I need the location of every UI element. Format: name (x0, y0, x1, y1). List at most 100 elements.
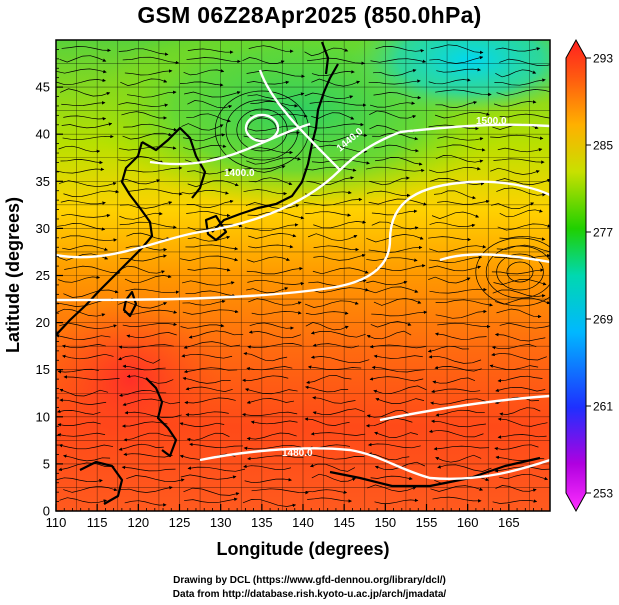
streamline (123, 123, 178, 132)
coastline-korea (141, 126, 207, 199)
streamline (429, 221, 476, 228)
grid-lines (56, 40, 550, 511)
streamline (305, 385, 349, 393)
streamlines (56, 44, 550, 508)
streamline (57, 421, 101, 427)
x-tick-label: 145 (333, 515, 355, 530)
streamline (63, 289, 119, 298)
streamline (179, 81, 224, 87)
streamline (373, 385, 427, 394)
streamline (373, 92, 422, 100)
streamline (242, 375, 289, 383)
colorbar-tick-label: 261 (593, 400, 613, 414)
low-circulation-ring (236, 108, 288, 152)
streamline (499, 473, 549, 481)
streamline (126, 475, 185, 482)
streamline (369, 110, 417, 119)
streamline (246, 70, 305, 78)
streamline (61, 101, 106, 107)
streamline (189, 442, 243, 448)
streamline (305, 322, 349, 331)
cold-region-northeast (350, 40, 550, 115)
contour-equatorial-line (199, 447, 550, 480)
streamline (375, 157, 423, 166)
streamline (499, 407, 541, 416)
streamline (187, 48, 234, 54)
streamline (121, 421, 168, 428)
streamline (428, 78, 471, 85)
streamline (313, 220, 367, 229)
streamline (374, 431, 418, 438)
streamline (304, 190, 352, 196)
streamline (369, 101, 416, 108)
streamline (122, 398, 181, 406)
streamline (246, 287, 289, 294)
streamline (187, 267, 231, 272)
streamline (186, 113, 231, 123)
streamline (181, 353, 233, 359)
x-tick-label: 135 (251, 515, 273, 530)
streamline (311, 133, 368, 143)
streamline (121, 111, 168, 120)
streamline (432, 377, 476, 384)
streamline (250, 420, 298, 425)
streamline (494, 254, 550, 260)
streamline (181, 190, 229, 195)
streamline (428, 236, 471, 242)
streamline (56, 308, 106, 317)
high-circulation-ring (496, 253, 544, 291)
streamline (179, 422, 225, 427)
colorbar-ticks: 293 285 277 269 261 253 (586, 52, 613, 501)
map-plot-area: 1400.0 1440.0 1500.0 1480.0 110 115 120 125… (3, 39, 551, 559)
streamline (61, 46, 111, 53)
streamline (185, 244, 239, 251)
streamline (119, 221, 177, 229)
contour-south-line (379, 394, 550, 422)
streamline (243, 165, 286, 173)
streamline (61, 122, 113, 129)
streamline (437, 464, 492, 472)
streamline (496, 244, 550, 254)
streamline (182, 309, 239, 315)
streamline (185, 290, 236, 298)
streamline (435, 89, 492, 97)
streamline (56, 334, 111, 340)
streamline (370, 58, 427, 64)
streamline (183, 367, 238, 374)
streamline (431, 211, 480, 219)
streamline (437, 136, 484, 141)
streamline (244, 223, 299, 232)
streamline (307, 497, 352, 503)
y-tick-label: 40 (36, 127, 50, 142)
streamline (118, 48, 169, 56)
streamline (310, 355, 370, 364)
streamline (187, 223, 243, 231)
streamline (306, 176, 355, 186)
streamline (368, 198, 427, 206)
streamline (375, 397, 425, 404)
streamline (185, 411, 229, 417)
streamline (311, 287, 369, 294)
streamline (497, 417, 548, 427)
streamline (305, 211, 352, 217)
streamline (243, 351, 288, 362)
streamline (244, 478, 292, 484)
contour-east-line (439, 253, 550, 264)
streamline (304, 92, 354, 99)
streamline (122, 56, 180, 65)
contour-low-center (244, 113, 280, 143)
streamline (429, 56, 484, 64)
streamline (60, 88, 111, 97)
x-axis-ticks: 110 115 120 125 130 135 140 145 150 155 160 165 (46, 504, 543, 530)
streamline (491, 344, 537, 350)
streamline (184, 91, 241, 98)
streamline (429, 166, 481, 174)
colorbar-bar (565, 38, 587, 513)
streamline (495, 386, 546, 392)
streamline (304, 300, 359, 308)
streamline (247, 455, 304, 461)
streamline (430, 485, 484, 492)
streamline (245, 147, 294, 155)
streamline (495, 178, 550, 185)
streamline (435, 409, 485, 417)
